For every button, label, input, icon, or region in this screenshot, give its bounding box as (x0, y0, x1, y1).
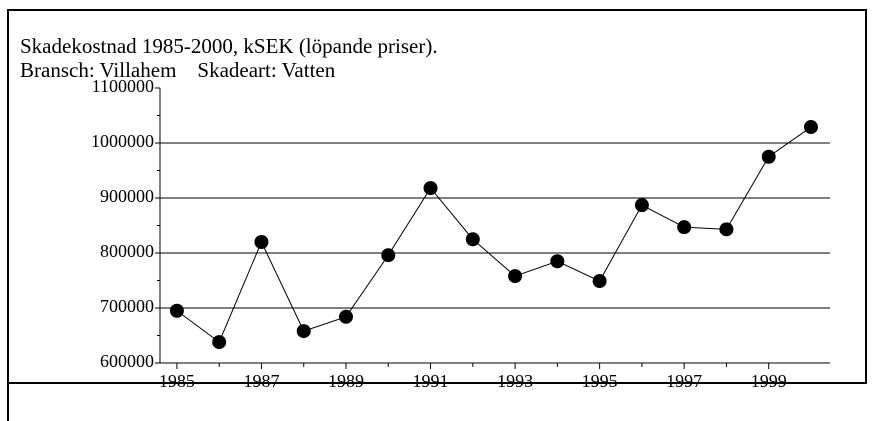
data-line (176, 126, 812, 343)
x-tick-label: 1993 (497, 371, 533, 391)
data-point (254, 235, 269, 249)
x-tick-label: 1999 (751, 371, 787, 391)
y-tick-label: 800000 (100, 241, 154, 261)
data-point (592, 274, 607, 289)
data-point (212, 335, 227, 350)
data-point (719, 222, 734, 237)
frame (7, 9, 867, 421)
data-point (296, 324, 311, 339)
x-tick-label: 1989 (328, 371, 364, 391)
data-point (550, 254, 565, 269)
data-point (465, 232, 480, 247)
data-point (803, 120, 818, 135)
data-point (169, 303, 184, 318)
x-tick-label: 1997 (666, 371, 702, 391)
data-point (338, 309, 353, 324)
x-tick-label: 1995 (582, 371, 618, 391)
data-point (761, 149, 776, 164)
x-tick-label: 1987 (243, 371, 279, 391)
y-tick-label: 1000000 (91, 131, 154, 151)
chart-title: Skadekostnad 1985-2000, kSEK (löpande pr… (20, 34, 438, 58)
x-tick-label: 1991 (413, 371, 449, 391)
x-tick-label: 1985 (159, 371, 195, 391)
y-tick-label: 700000 (100, 296, 154, 316)
data-point (508, 269, 523, 284)
y-tick-label: 1100000 (92, 76, 154, 96)
data-point (634, 198, 649, 213)
data-point (677, 220, 692, 235)
data-point (381, 248, 396, 263)
data-point (423, 181, 438, 196)
chart-subtitle: Bransch: Villahem Skadeart: Vatten (20, 58, 336, 82)
y-tick-label: 600000 (100, 351, 154, 371)
y-tick-label: 900000 (100, 186, 154, 206)
